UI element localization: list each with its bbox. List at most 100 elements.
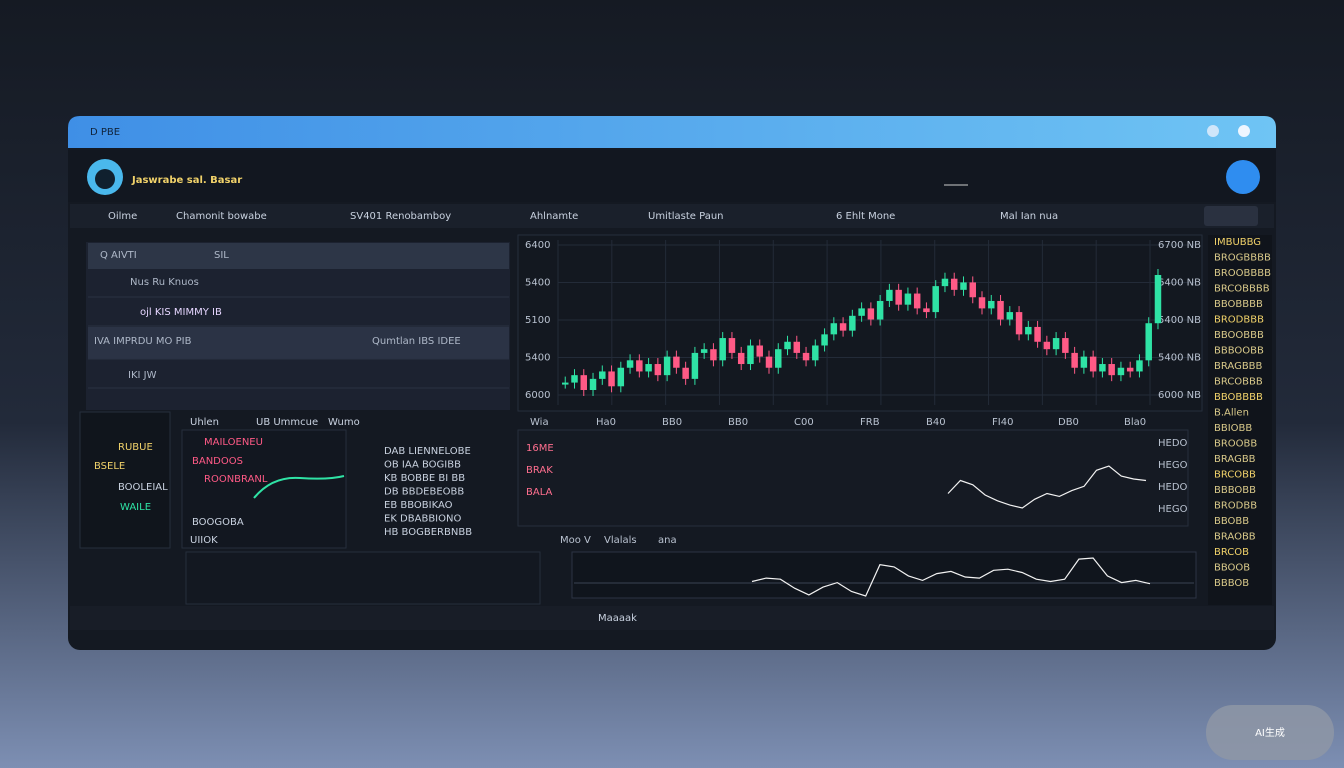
x-axis-label: Ha0 [596, 417, 616, 428]
order-book-row: BBOBB [1214, 516, 1249, 527]
panel-item: BOOGOBA [192, 517, 244, 528]
brand: Jaswrabe sal. Basar [131, 175, 242, 186]
order-book [1208, 235, 1272, 605]
panel-item: MAILOENEU [204, 437, 263, 448]
y-axis-label: 16ME [526, 443, 554, 454]
footer-bar [70, 606, 1274, 630]
nav-item: Mal Ian nua [1000, 211, 1058, 222]
candle [599, 371, 606, 379]
candle [1025, 326, 1032, 335]
candle [728, 338, 736, 353]
panel-row: ojl KIS MIMMY IB [140, 307, 222, 318]
oscillator-line [751, 557, 1151, 597]
candle [969, 282, 976, 298]
nav-item: Ahlnamte [530, 211, 578, 222]
window-button[interactable] [1238, 125, 1250, 137]
left-panel-head [88, 243, 509, 269]
y-axis-label: 6700 NB [1158, 240, 1201, 251]
table-row: KB BOBBE BI BB [384, 473, 465, 484]
panel-row: IKI JW [128, 370, 157, 381]
candle [988, 300, 995, 309]
y-axis-label: 6400 NB [1158, 278, 1201, 289]
nav-bar [70, 204, 1274, 228]
candle [784, 341, 791, 350]
candle [876, 300, 884, 320]
candle [812, 345, 819, 361]
window-button[interactable] [1207, 125, 1219, 137]
candle [765, 356, 773, 368]
x-axis-label: FI40 [992, 417, 1013, 428]
user-button[interactable] [1226, 160, 1260, 194]
x-axis-label: BB0 [728, 417, 748, 428]
candle [904, 293, 912, 305]
nav-item: Oilme [108, 211, 137, 222]
panel-item: WAILE [120, 502, 151, 513]
candle [1145, 323, 1152, 361]
panel-row: SIL [214, 250, 229, 261]
y-axis-label: 6400 [525, 240, 550, 251]
indicator-line [947, 465, 1147, 509]
candle [1099, 364, 1106, 372]
candle [608, 371, 615, 387]
y-axis-label: 5400 NB [1158, 353, 1201, 364]
panel-item: BSELE [94, 461, 125, 472]
chart-label: Moo V [560, 535, 591, 546]
candle [821, 334, 828, 346]
panel-item: RUBUE [118, 442, 153, 453]
nav-button[interactable] [1204, 206, 1258, 226]
panel-row: Nus Ru Knuos [130, 277, 199, 288]
y-axis-label: 6000 [525, 390, 550, 401]
order-book-row: IMBUBBG [1214, 237, 1261, 248]
candle [1136, 360, 1143, 372]
table-row: EB BBOBIKAO [384, 500, 453, 511]
candle [710, 349, 717, 361]
candle [978, 297, 986, 309]
candle [636, 360, 643, 372]
candle [830, 323, 838, 335]
candle [626, 360, 634, 368]
header [68, 150, 1276, 202]
price-chart [517, 234, 1203, 412]
candle [682, 367, 689, 379]
candle [923, 308, 930, 313]
candle [895, 289, 902, 305]
order-book-row: BBOOBBB [1214, 330, 1264, 341]
y-axis-label: HEDO [1158, 438, 1188, 449]
panel-item: BANDOOS [192, 456, 243, 467]
candle [1062, 338, 1069, 353]
order-book-row: BBOBBBB [1214, 392, 1263, 403]
candle [941, 278, 949, 287]
candle [673, 356, 680, 368]
title-bar [68, 116, 1276, 148]
lower-panel [185, 551, 541, 605]
candle [580, 375, 588, 390]
candle [1006, 312, 1014, 320]
order-book-row: BRODBB [1214, 501, 1257, 512]
candle [1089, 356, 1097, 372]
table-row: OB IAA BOGIBB [384, 460, 461, 471]
candle [691, 352, 699, 379]
panel-header: Uhlen [190, 417, 219, 428]
badge-text: AI生成 [1255, 726, 1285, 739]
order-book-row: BROOBBBB [1214, 268, 1271, 279]
candle [1154, 275, 1162, 324]
candle [913, 293, 921, 309]
x-axis-label: FRB [860, 417, 880, 428]
candle [1043, 341, 1051, 350]
order-book-row: BBOOB [1214, 563, 1250, 574]
candle [1080, 356, 1088, 368]
candle [867, 308, 875, 320]
nav-item: SV401 Renobamboy [350, 211, 451, 222]
nav-item: 6 Ehlt Mone [836, 211, 895, 222]
panel-row: Qumtlan IBS IDEE [372, 336, 461, 347]
x-axis-label: BB0 [662, 417, 682, 428]
panel-header: UB Ummcue [256, 417, 318, 428]
x-axis-label: Bla0 [1124, 417, 1146, 428]
candle [932, 286, 939, 313]
candle [1034, 326, 1041, 342]
candle [858, 308, 865, 316]
logo-inner [95, 169, 115, 189]
nav-item: Chamonit bowabe [176, 211, 267, 222]
order-book-row: BRAGBBB [1214, 361, 1263, 372]
